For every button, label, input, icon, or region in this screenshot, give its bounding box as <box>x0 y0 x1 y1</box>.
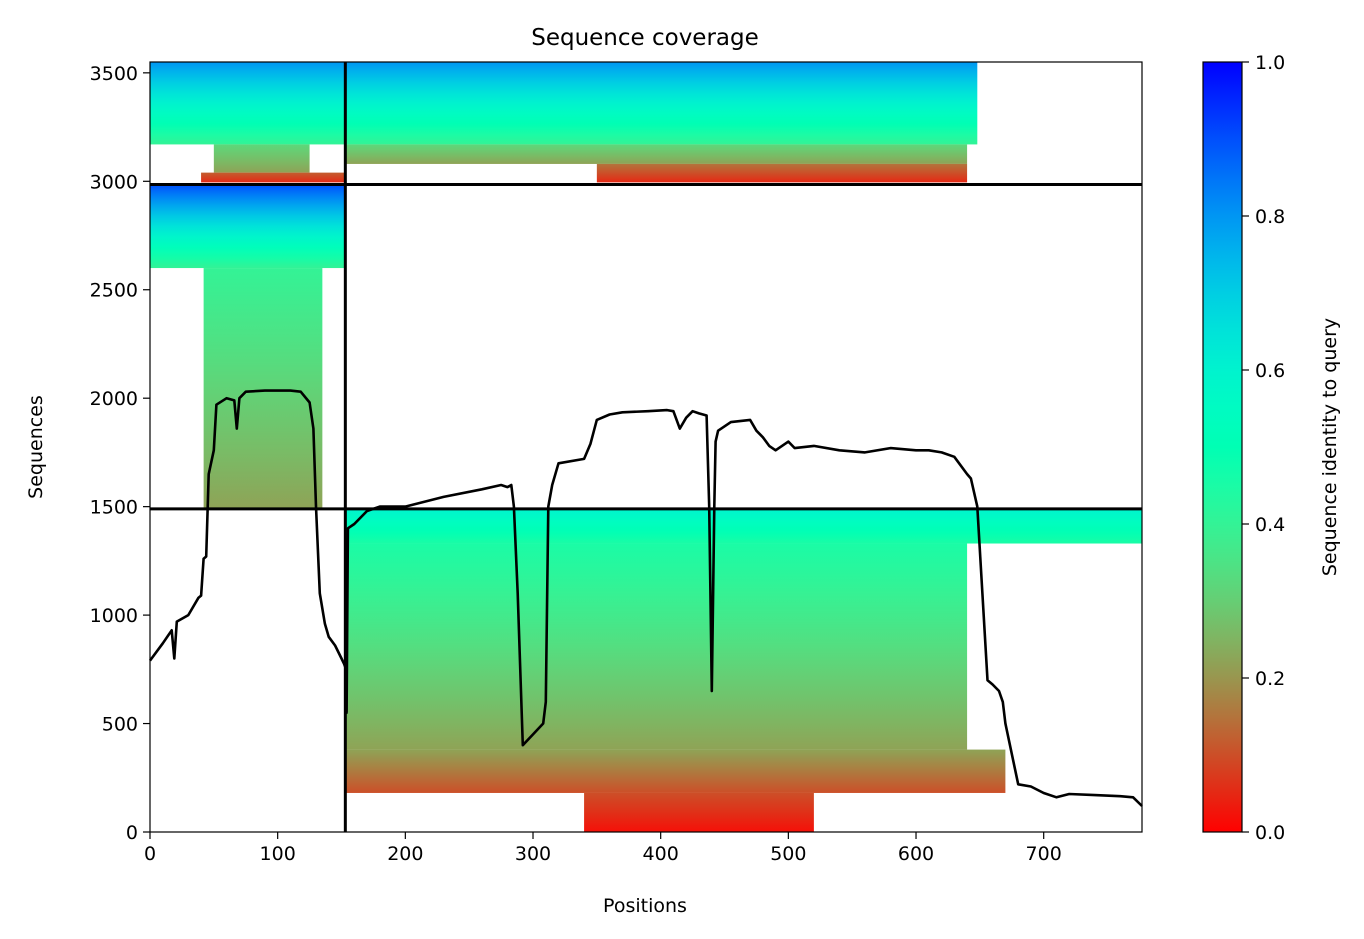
heatmap-region <box>201 172 346 183</box>
coverage-line <box>148 389 1143 807</box>
x-tick-label: 200 <box>387 843 423 865</box>
heatmap-block-upper-right <box>345 62 978 183</box>
y-tick-label: 3000 <box>90 171 138 193</box>
colorbar-tick-label: 0.8 <box>1255 206 1285 228</box>
x-tick-label: 400 <box>643 843 679 865</box>
colorbar-tick-label: 0.2 <box>1255 668 1285 690</box>
x-axis-label: Positions <box>603 895 687 917</box>
x-tick-label: 500 <box>770 843 806 865</box>
colorbar-label: Sequence identity to query <box>1319 318 1341 576</box>
plot-frame <box>149 61 1143 833</box>
heatmap-region <box>150 62 346 145</box>
y-tick-label: 0 <box>126 822 138 844</box>
heatmap-region <box>203 268 323 509</box>
y-axis-label: Sequences <box>25 395 47 499</box>
heatmap-region <box>345 144 968 164</box>
y-tick-label: 2500 <box>90 280 138 302</box>
plot-area <box>148 61 1143 833</box>
heatmap-block-upper-left <box>150 62 346 183</box>
heatmap-region <box>345 543 968 750</box>
x-tick-label: 300 <box>515 843 551 865</box>
x-axis: 0 100 200 300 400 500 600 700 <box>144 832 1062 865</box>
colorbar-tick-label: 0.0 <box>1255 822 1285 844</box>
heatmap-region <box>345 508 1142 544</box>
colorbar-tick-label: 0.6 <box>1255 360 1285 382</box>
heatmap-region <box>584 792 814 832</box>
heatmap-block-lower-right <box>345 508 1142 832</box>
heatmap-region <box>596 163 968 183</box>
x-tick-label: 0 <box>144 843 156 865</box>
y-tick-label: 3500 <box>90 63 138 85</box>
y-axis: 0 500 1000 1500 2000 2500 3000 3500 <box>90 63 150 844</box>
heatmap-block-middle-left <box>150 184 346 509</box>
heatmap-region <box>345 62 978 145</box>
x-tick-label: 600 <box>898 843 934 865</box>
colorbar-tick-label: 1.0 <box>1255 52 1285 74</box>
y-tick-label: 1000 <box>90 605 138 627</box>
chart-title: Sequence coverage <box>531 25 759 51</box>
heatmap-region <box>213 144 310 173</box>
y-tick-label: 1500 <box>90 497 138 519</box>
x-tick-label: 100 <box>260 843 296 865</box>
y-tick-label: 500 <box>102 714 138 736</box>
heatmap-region <box>150 184 346 269</box>
y-tick-label: 2000 <box>90 388 138 410</box>
heatmap-region <box>345 749 1006 793</box>
colorbar-tick-label: 0.4 <box>1255 514 1285 536</box>
colorbar: 0.0 0.2 0.4 0.6 0.8 1.0 <box>1202 52 1285 844</box>
colorbar-bar <box>1202 61 1243 833</box>
x-tick-label: 700 <box>1026 843 1062 865</box>
